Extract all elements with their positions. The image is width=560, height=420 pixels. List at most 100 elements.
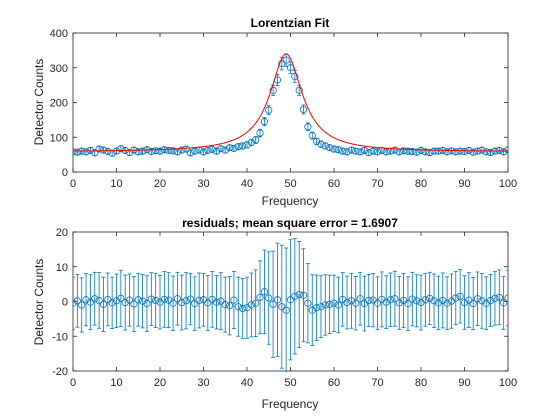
- top-data-point: [326, 144, 334, 152]
- bottom-data-point: [469, 299, 477, 308]
- bottom-data-point: [221, 301, 229, 309]
- bottom-data-point: [456, 292, 464, 300]
- top-data-point: [217, 145, 225, 153]
- bottom-xtick-label: 30: [197, 377, 209, 389]
- top-data-point: [434, 147, 442, 155]
- bottom-data-point: [465, 296, 473, 304]
- bottom-data-point: [256, 293, 264, 301]
- top-xtick-label: 60: [328, 178, 340, 190]
- top-data-point: [430, 147, 438, 155]
- bottom-data-point: [134, 296, 142, 304]
- top-data-point: [91, 149, 99, 157]
- top-data-point: [186, 149, 195, 157]
- bottom-data-point: [478, 297, 486, 305]
- top-data-point: [226, 144, 234, 152]
- top-data-point: [482, 148, 490, 156]
- bottom-data-point: [260, 288, 268, 296]
- bottom-data-point: [452, 294, 460, 302]
- top-data-point: [460, 147, 469, 156]
- top-data-point: [108, 149, 116, 157]
- bottom-data-point: [117, 294, 125, 302]
- bottom-data-point: [434, 299, 442, 307]
- top-xtick-label: 10: [110, 178, 122, 190]
- bottom-data-point: [304, 299, 312, 307]
- bottom-data-point: [169, 299, 177, 307]
- top-data-point: [365, 148, 373, 157]
- bottom-data-point: [486, 296, 495, 305]
- bottom-data-point: [504, 294, 508, 302]
- top-data-point: [169, 147, 177, 155]
- bottom-data-point: [247, 301, 255, 309]
- bottom-data-point: [130, 300, 138, 308]
- bottom-xtick-label: 90: [458, 377, 470, 389]
- top-data-point: [421, 148, 429, 156]
- bottom-data-point: [373, 299, 382, 307]
- bottom-data-point: [99, 300, 108, 308]
- bottom-data-point: [391, 295, 399, 303]
- bottom-xtick-label: 20: [154, 377, 166, 389]
- top-data-point: [252, 136, 260, 144]
- top-data-point: [199, 148, 208, 156]
- top-data-point: [408, 147, 416, 156]
- bottom-data-point: [365, 296, 373, 305]
- bottom-data-point: [308, 306, 316, 314]
- bottom-data-point: [108, 299, 116, 307]
- bottom-data-point: [443, 299, 451, 307]
- bottom-data-point: [278, 303, 286, 311]
- top-data-point: [73, 148, 77, 156]
- top-chart-ylabel: Detector Counts: [32, 59, 46, 146]
- bottom-data-point: [395, 299, 403, 307]
- bottom-chart-ylabel: Detector Counts: [32, 259, 46, 346]
- top-data-point: [452, 148, 460, 156]
- top-data-point: [486, 148, 495, 157]
- bottom-data-point: [495, 293, 503, 301]
- top-data-point: [317, 140, 325, 148]
- bottom-data-point: [78, 301, 86, 309]
- bottom-data-point: [352, 299, 360, 307]
- bottom-data-point: [139, 297, 147, 305]
- top-data-point: [426, 148, 434, 157]
- top-data-point: [99, 146, 108, 154]
- bottom-xtick-label: 60: [328, 377, 340, 389]
- top-chart-title: Lorentzian Fit: [251, 16, 330, 30]
- bottom-data-point: [421, 296, 429, 304]
- bottom-ytick-label: 10: [56, 262, 68, 274]
- top-chart-xlabel: Frequency: [262, 194, 319, 208]
- bottom-data-point: [430, 297, 438, 305]
- bottom-chart-xlabel: Frequency: [262, 397, 319, 411]
- bottom-data-point: [73, 297, 81, 305]
- bottom-xtick-label: 50: [284, 377, 296, 389]
- bottom-data-point: [160, 295, 168, 304]
- bottom-data-point: [212, 298, 221, 306]
- bottom-data-point: [334, 301, 342, 309]
- bottom-data-point: [73, 299, 77, 307]
- bottom-data-point: [491, 294, 499, 302]
- bottom-data-point: [326, 300, 334, 308]
- top-data-point: [308, 131, 316, 140]
- top-data-point: [117, 145, 125, 153]
- bottom-plot-area: [73, 238, 508, 372]
- bottom-data-point: [234, 303, 242, 311]
- bottom-data-point: [413, 297, 421, 305]
- bottom-xtick-label: 10: [110, 377, 122, 389]
- top-xtick-label: 0: [70, 178, 76, 190]
- top-data-point: [413, 148, 421, 156]
- top-data-point: [291, 72, 299, 81]
- top-data-point: [278, 59, 286, 68]
- top-xtick-label: 20: [154, 178, 166, 190]
- top-data-point: [334, 146, 342, 154]
- top-data-point: [152, 147, 160, 155]
- top-data-point: [82, 148, 90, 156]
- bottom-data-point: [343, 298, 351, 307]
- bottom-data-point: [460, 298, 469, 307]
- bottom-data-point: [95, 296, 103, 305]
- bottom-data-point: [195, 296, 203, 305]
- top-data-point: [321, 142, 329, 150]
- bottom-data-point: [86, 298, 95, 306]
- top-data-point: [104, 147, 112, 156]
- top-data-point: [330, 145, 338, 153]
- top-data-point: [360, 146, 369, 155]
- top-data-point: [178, 146, 186, 154]
- top-data-point: [504, 146, 508, 154]
